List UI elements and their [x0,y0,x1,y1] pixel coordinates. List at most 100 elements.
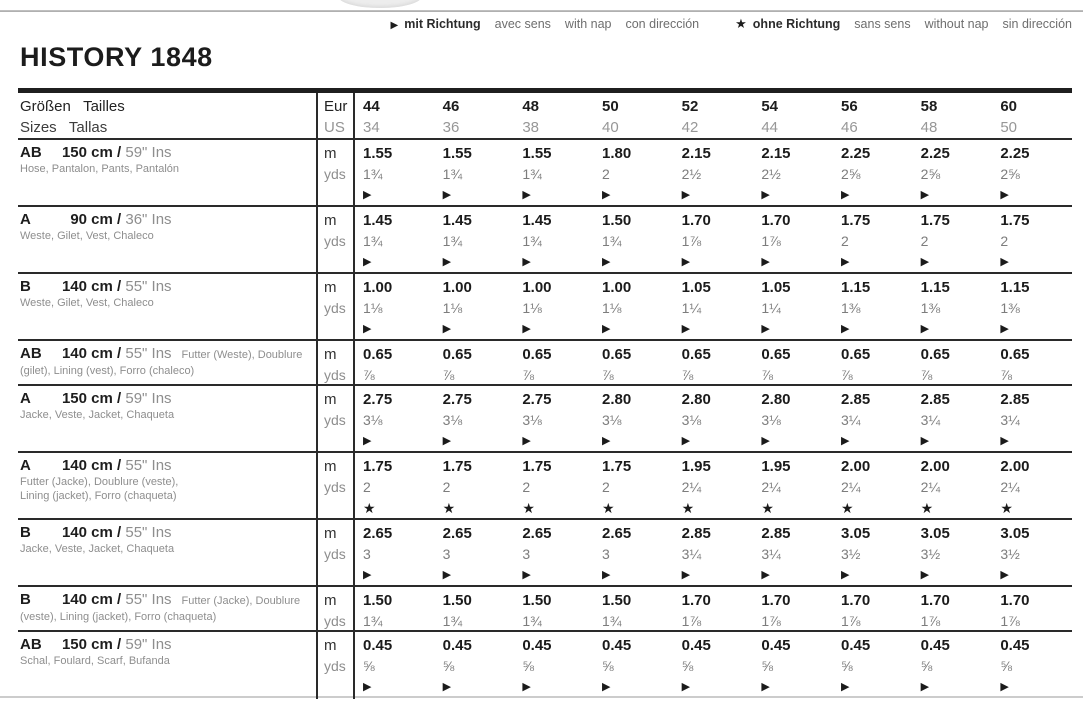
requirement-cell: 0.65 ⅞ [514,341,594,386]
unit-m-label: m [324,145,337,162]
with-nap-icon: ▶ [1000,435,1009,447]
meters-value: 0.45 [442,637,472,654]
yards-value: 1¾ [522,166,542,182]
requirement-cell: 2.65 3 ▶ [594,520,674,585]
requirement-cell: 3.05 3½ ▶ [833,520,913,585]
yards-value: ⅞ [522,367,535,383]
meters-value: 1.70 [840,592,871,609]
meters-value: 2.25 [840,145,871,162]
meters-value: 1.80 [601,145,632,162]
yards-value: ⅞ [681,367,694,383]
legend-term-sin-direccion: sin dirección [1002,17,1072,31]
requirement-cell: 1.75 2 ▶ [992,207,1072,272]
sizes-label-de-fr: Größen Tailles [20,98,125,115]
meters-value: 1.75 [522,458,552,475]
yards-value: 1⅞ [840,613,861,629]
cm-separator: cm / [87,211,126,228]
yards-value: 1⅜ [1000,300,1020,316]
fabric-width-ins: 55" Ins [125,457,172,474]
yards-value: 3¼ [920,412,941,428]
size-column-header: 46 36 [442,98,460,136]
row-extra-inline: Futter (Weste), Doublure [181,349,303,361]
with-nap-icon: ▶ [522,323,531,335]
row-description: Weste, Gilet, Vest, Chaleco [20,230,154,242]
unit-cell: m yds [318,274,355,339]
yards-value: 1⅞ [761,613,781,629]
meters-value: 1.70 [761,212,791,229]
yards-value: 3¼ [761,546,781,562]
yards-value: 2 [601,479,610,495]
meters-value: 2.85 [681,525,711,542]
requirement-cell: 2.85 3¼ ▶ [992,386,1072,451]
fabric-width-ins: 36" Ins [125,211,172,228]
unit-yds-label: yds [324,367,346,383]
size-column-header: 56 46 [840,98,858,136]
garment-view: B [20,278,31,295]
meters-value: 2.15 [681,145,711,162]
requirement-cell: 1.70 1⅞ ▶ [674,207,754,272]
yards-value: 1⅜ [920,300,941,316]
yards-value: ⅝ [681,658,694,674]
legend-term-without-nap: without nap [924,17,989,31]
requirement-cell: 0.65 ⅞ [913,341,993,386]
meters-value: 2.85 [761,525,791,542]
meters-value: 2.15 [761,145,791,162]
meters-value: 2.65 [601,525,632,542]
yards-value: 1¼ [761,300,781,316]
with-nap-icon: ▶ [681,569,691,581]
without-nap-icon: ★ [761,500,774,516]
size-column-header: 48 38 [522,98,540,136]
row-label-line: A 150 cm / 59" Ins [20,389,312,409]
requirement-cell: 2.00 2¼ ★ [992,453,1072,518]
meters-value: 1.70 [920,592,950,609]
yards-value: 1¾ [522,233,542,249]
meters-value: 3.05 [1000,525,1030,542]
fabric-width-cm: 140 [61,278,87,295]
meters-value: 1.45 [363,212,393,229]
row-label-line: AB 150 cm / 59" Ins [20,635,312,655]
unit-cell: m yds [318,587,355,632]
with-nap-icon: ▶ [442,569,452,581]
requirement-cell: 1.00 1⅛ ▶ [355,274,435,339]
yards-value: 1⅞ [1000,613,1020,629]
row-label-line: B 140 cm / 55" Ins [20,523,312,543]
meters-value: 2.85 [1000,391,1030,408]
requirement-cell: 1.75 2 ▶ [833,207,913,272]
unit-cell: m yds [318,207,355,272]
requirement-cell: 2.65 3 ▶ [435,520,515,585]
yards-value: 1¾ [601,233,622,249]
row-label-cell: A 90 cm / 36" Ins Weste, Gilet, Vest, Chal… [18,207,318,272]
size-column-header: 54 44 [761,98,779,136]
yards-value: 1¼ [681,300,702,316]
row-description: Hose, Pantalon, Pants, Pantalón [20,163,179,175]
garment-view: A [20,457,31,474]
table-row: B 140 cm / 55" Ins Jacke, Veste, Jacket, C… [18,520,1072,587]
meters-value: 1.75 [920,212,950,229]
row-label-line: A 90 cm / 36" Ins [20,210,312,230]
requirement-cell: 1.50 1¾ [435,587,515,632]
requirement-cell: 1.75 2 ★ [594,453,674,518]
yards-value: 3⅛ [601,412,622,428]
unit-yds-label: yds [324,479,346,495]
requirement-cell: 3.05 3½ ▶ [913,520,993,585]
with-nap-icon: ▶ [442,681,452,693]
nap-legend: ▶ mit Richtung avec sens with nap con di… [391,16,1072,32]
meters-value: 0.65 [920,346,950,363]
meters-value: 1.95 [761,458,791,475]
with-nap-icon: ▶ [363,189,372,201]
with-nap-icon: ▶ [601,189,611,201]
meters-value: 1.70 [761,592,791,609]
row-label-cell: B 140 cm / 55" Ins Jacke, Veste, Jacket, C… [18,520,318,585]
row-label-line: B 140 cm / 55" Ins [20,277,312,297]
with-nap-icon: ▶ [681,435,691,447]
requirement-cell: 2.85 3¼ ▶ [753,520,833,585]
unit-cell: m yds [318,520,355,585]
yards-value: 3⅛ [442,412,463,428]
top-divider [0,10,1083,12]
yards-value: ⅝ [601,658,614,674]
unit-yds-label: yds [324,613,346,629]
meters-value: 2.75 [442,391,472,408]
cm-separator: cm / [87,524,126,541]
with-nap-icon: ▶ [601,256,611,268]
yards-value: 2 [601,166,610,182]
